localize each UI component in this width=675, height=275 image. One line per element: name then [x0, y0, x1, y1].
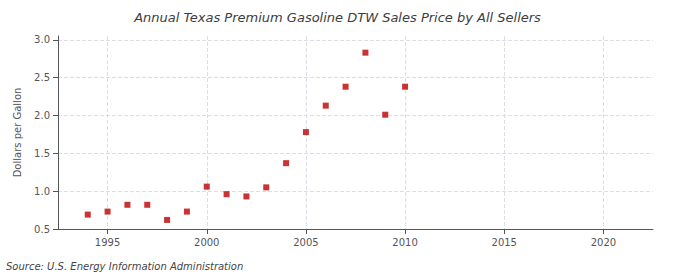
svg-text:2005: 2005: [293, 237, 318, 248]
svg-text:1.5: 1.5: [34, 148, 50, 159]
svg-text:1995: 1995: [95, 237, 120, 248]
svg-text:2010: 2010: [392, 237, 417, 248]
svg-text:2015: 2015: [492, 237, 517, 248]
svg-text:1.0: 1.0: [34, 186, 50, 197]
svg-text:Annual Texas Premium Gasoline: Annual Texas Premium Gasoline DTW Sales …: [133, 10, 541, 25]
svg-text:2.5: 2.5: [34, 72, 50, 83]
svg-text:Dollars per Gallon: Dollars per Gallon: [12, 88, 23, 178]
svg-text:3.0: 3.0: [34, 34, 50, 45]
svg-text:2000: 2000: [194, 237, 219, 248]
svg-text:0.5: 0.5: [34, 224, 50, 235]
svg-text:2.0: 2.0: [34, 110, 50, 121]
svg-text:2020: 2020: [591, 237, 616, 248]
svg-text:Source: U.S. Energy Informatio: Source: U.S. Energy Information Administ…: [6, 261, 243, 272]
